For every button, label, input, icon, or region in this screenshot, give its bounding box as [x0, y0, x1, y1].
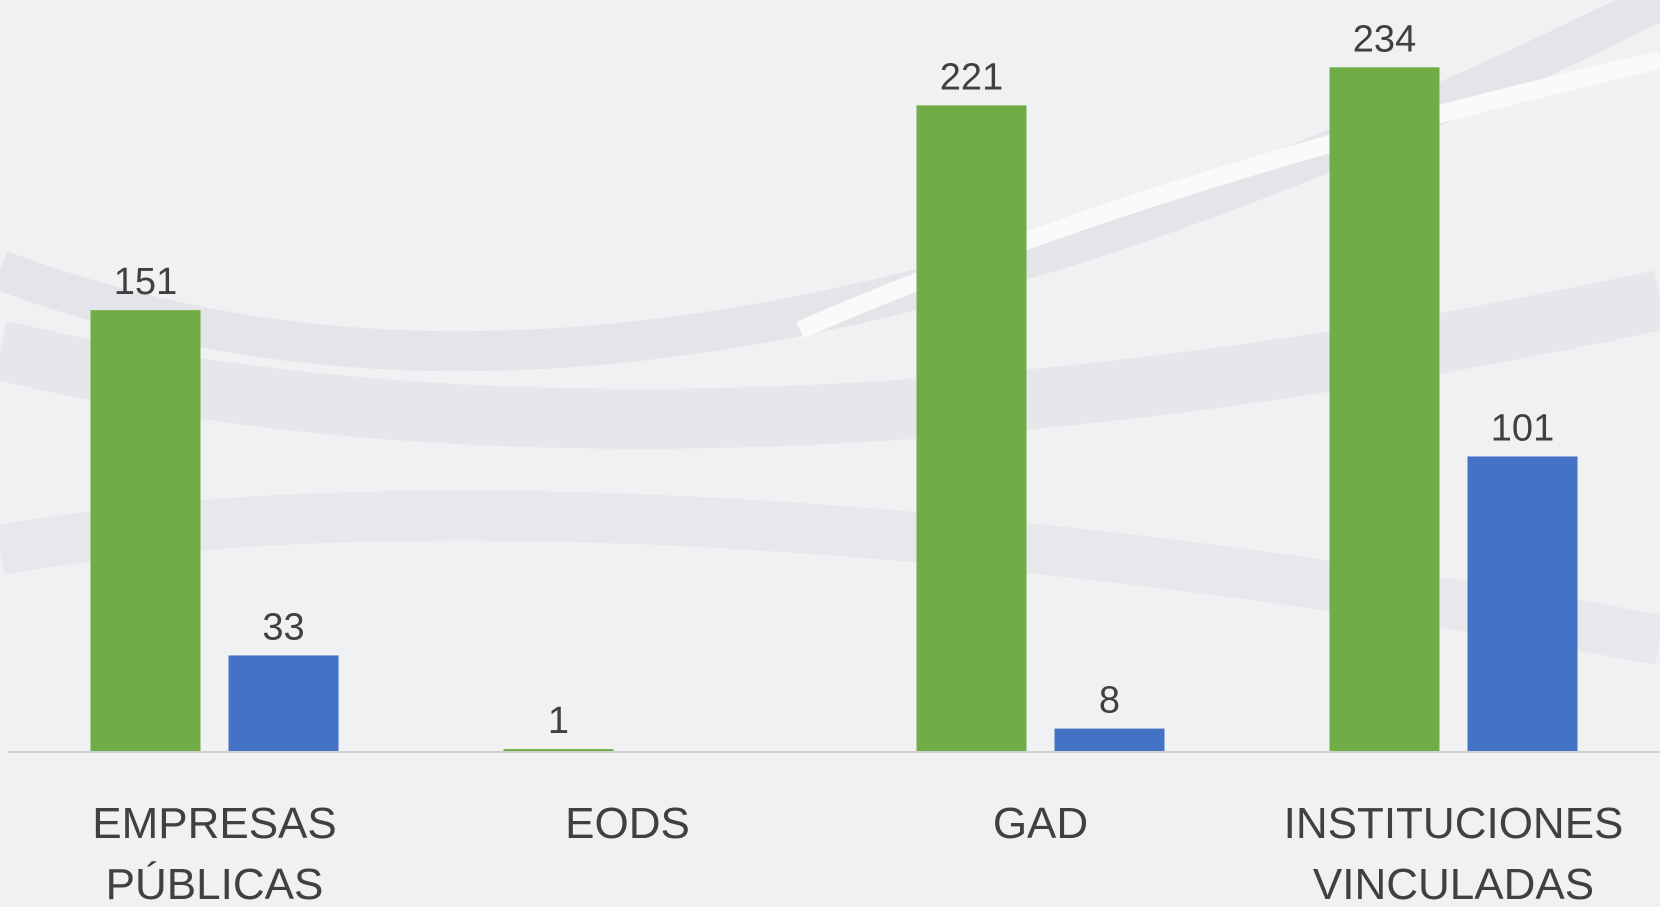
bar: [228, 655, 339, 752]
value-label: 221: [940, 56, 1003, 98]
x-tick-label: GAD: [993, 799, 1088, 848]
bar: [1054, 728, 1165, 752]
bar: [503, 749, 614, 752]
x-tick-label-line: GAD: [993, 799, 1088, 848]
x-tick-label-line: EMPRESAS: [92, 799, 337, 848]
x-tick-label-line: INSTITUCIONES: [1284, 799, 1624, 848]
value-label: 151: [114, 261, 177, 303]
x-tick-label-line: VINCULADAS: [1313, 860, 1594, 907]
x-tick-label: EMPRESAS PÚBLICAS: [92, 799, 337, 907]
x-tick-label: EODS: [565, 799, 690, 848]
bar: [916, 105, 1027, 753]
x-tick-label-line: EODS: [565, 799, 690, 848]
bar: [1329, 67, 1440, 752]
value-label: 101: [1491, 407, 1554, 449]
x-tick-label: INSTITUCIONES VINCULADAS: [1284, 799, 1624, 907]
bar: [90, 310, 201, 752]
x-tick-label-line: PÚBLICAS: [106, 860, 324, 907]
bar: [1467, 456, 1578, 752]
value-label: 33: [262, 606, 304, 648]
value-label: 234: [1353, 18, 1416, 60]
value-label: 1: [548, 700, 569, 742]
value-label: 8: [1099, 680, 1120, 722]
